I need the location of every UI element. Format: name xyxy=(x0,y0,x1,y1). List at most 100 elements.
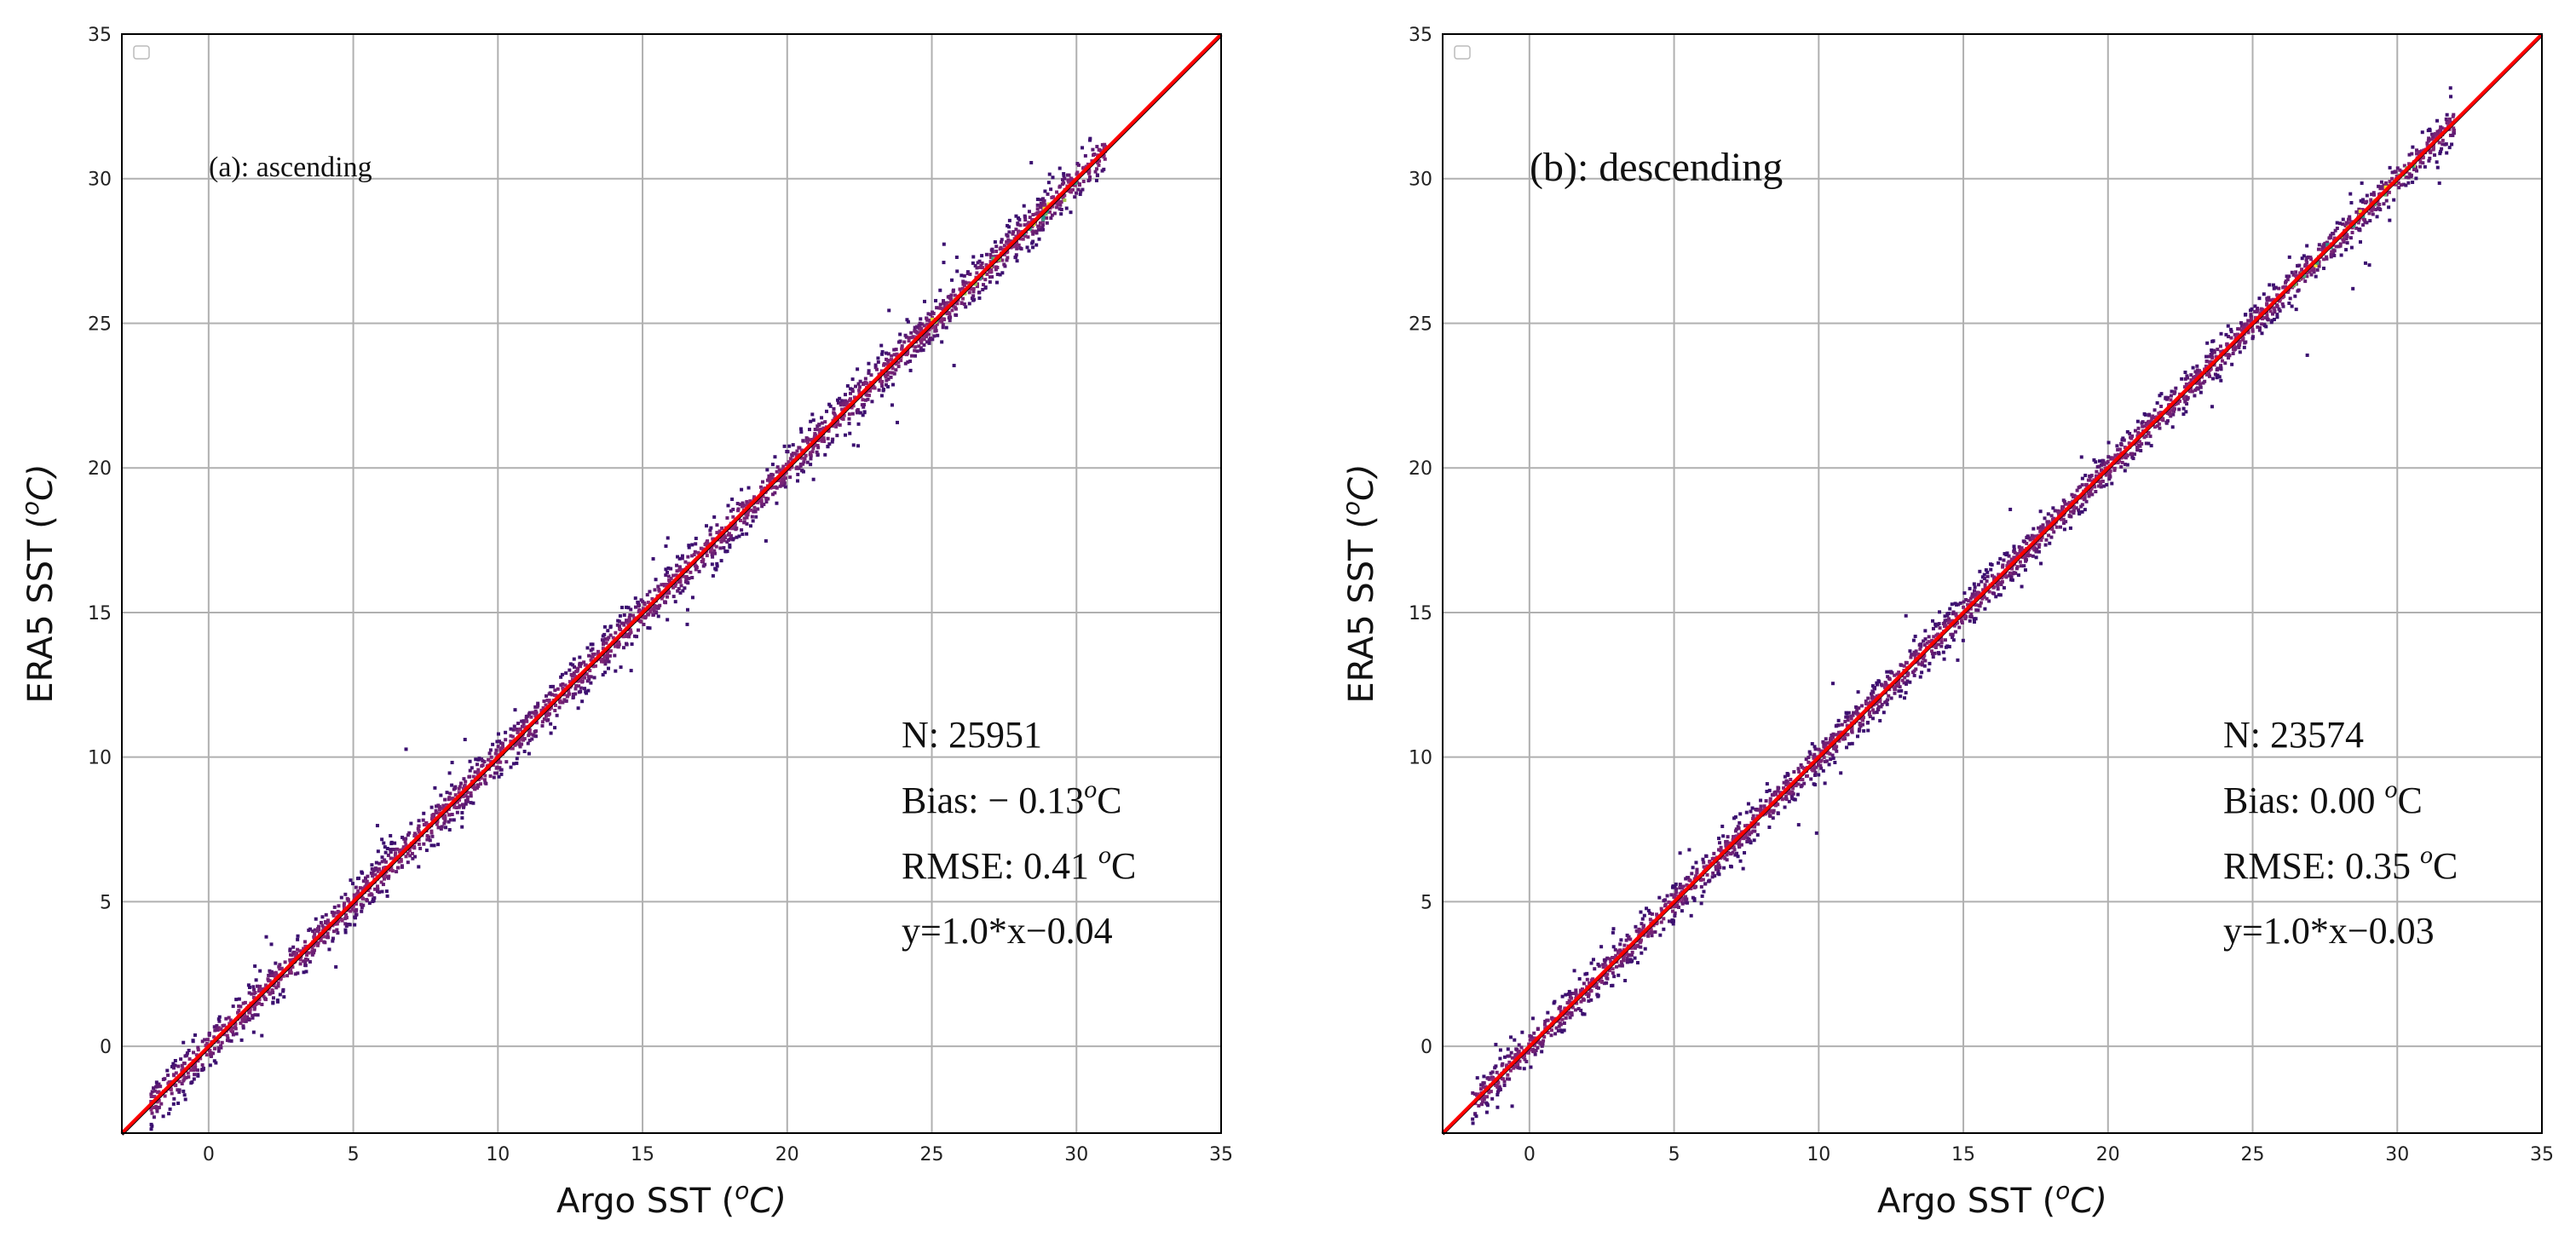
scatter-point xyxy=(1983,607,1987,611)
scatter-point xyxy=(182,1061,186,1065)
scatter-point xyxy=(1060,182,1064,187)
scatter-point xyxy=(1096,161,1100,165)
scatter-point xyxy=(669,567,673,571)
scatter-point xyxy=(2332,249,2337,253)
scatter-point xyxy=(1471,1121,1475,1125)
scatter-point xyxy=(1997,573,2001,577)
scatter-point xyxy=(876,356,880,360)
scatter-point xyxy=(464,780,468,784)
scatter-point xyxy=(826,445,830,449)
scatter-point xyxy=(2417,150,2421,154)
scatter-point xyxy=(1904,682,1908,686)
scatter-point xyxy=(1719,845,1723,849)
scatter-point xyxy=(193,1033,197,1037)
scatter-point xyxy=(2105,483,2109,487)
scatter-point xyxy=(515,741,519,745)
scatter-point xyxy=(2439,149,2443,153)
scatter-point xyxy=(842,413,846,417)
scatter-point xyxy=(416,826,420,831)
scatter-point xyxy=(365,897,369,901)
scatter-point xyxy=(2429,151,2433,155)
scatter-point xyxy=(2249,314,2253,319)
scatter-point xyxy=(1933,622,1938,626)
scatter-point xyxy=(2037,550,2041,554)
scatter-point xyxy=(2031,554,2035,558)
scatter-point xyxy=(2212,350,2216,354)
scatter-point xyxy=(1858,722,1862,726)
scatter-point xyxy=(1641,925,1645,929)
scatter-point xyxy=(2256,306,2260,310)
scatter-point xyxy=(697,569,701,573)
scatter-point xyxy=(1687,848,1691,852)
scatter-point xyxy=(1614,964,1618,969)
scatter-point xyxy=(1754,808,1758,812)
scatter-point xyxy=(1677,905,1681,909)
scatter-point xyxy=(1859,704,1864,708)
scatter-point xyxy=(315,943,320,947)
scatter-point xyxy=(1899,694,1903,699)
scatter-point xyxy=(1743,824,1747,828)
scatter-point xyxy=(452,787,456,791)
scatter-point xyxy=(1059,212,1063,216)
scatter-point xyxy=(904,353,908,357)
scatter-point xyxy=(573,665,577,669)
scatter-point xyxy=(2394,174,2399,178)
scatter-point xyxy=(1529,1034,1533,1039)
scatter-point xyxy=(248,1010,252,1015)
scatter-point xyxy=(746,486,751,490)
scatter-point xyxy=(516,751,521,756)
scatter-point xyxy=(1829,757,1833,762)
scatter-point xyxy=(1912,650,1916,654)
scatter-point xyxy=(1655,922,1659,926)
scatter-point xyxy=(1767,826,1772,830)
scatter-point xyxy=(1911,638,1916,642)
scatter-point xyxy=(2309,273,2314,277)
scatter-point xyxy=(671,573,676,578)
scatter-point xyxy=(653,588,657,592)
scatter-point xyxy=(2099,485,2103,489)
scatter-point xyxy=(781,475,786,479)
scatter-point xyxy=(165,1068,170,1073)
scatter-point xyxy=(2050,527,2054,532)
scatter-point xyxy=(1021,237,1025,241)
scatter-point xyxy=(2015,552,2020,556)
scatter-point xyxy=(1052,195,1056,199)
scatter-point xyxy=(740,487,744,492)
scatter-point xyxy=(2158,394,2162,398)
scatter-point xyxy=(1000,238,1004,242)
scatter-point xyxy=(1514,1062,1519,1066)
scatter-point xyxy=(1487,1091,1491,1095)
scatter-point xyxy=(551,684,556,688)
scatter-point xyxy=(865,382,869,386)
scatter-point xyxy=(2152,425,2157,429)
scatter-point xyxy=(915,349,919,354)
scatter-point xyxy=(710,545,714,550)
scatter-point xyxy=(1601,963,1605,967)
scatter-point xyxy=(250,992,254,996)
scatter-point xyxy=(1928,661,1932,665)
scatter-point xyxy=(1821,768,1825,773)
scatter-point xyxy=(1886,675,1890,679)
scatter-point xyxy=(2290,304,2294,308)
scatter-point xyxy=(447,820,451,824)
scatter-point xyxy=(455,800,459,804)
scatter-point xyxy=(660,595,665,599)
scatter-point xyxy=(730,498,735,502)
scatter-point xyxy=(1549,1033,1553,1038)
scatter-point xyxy=(173,1063,177,1067)
scatter-point xyxy=(850,389,855,394)
scatter-point xyxy=(200,1063,205,1067)
scatter-point xyxy=(953,293,957,297)
scatter-point xyxy=(674,573,678,578)
scatter-point xyxy=(1942,657,1946,661)
scatter-point xyxy=(1532,1044,1536,1048)
scatter-point xyxy=(263,997,268,1001)
scatter-point xyxy=(708,528,712,532)
scatter-point xyxy=(705,524,709,528)
scatter-point xyxy=(1589,961,1593,965)
scatter-point xyxy=(1695,867,1699,872)
scatter-point xyxy=(1663,902,1668,906)
scatter-point xyxy=(1998,556,2003,561)
scatter-point xyxy=(475,762,480,767)
scatter-point xyxy=(747,501,752,505)
